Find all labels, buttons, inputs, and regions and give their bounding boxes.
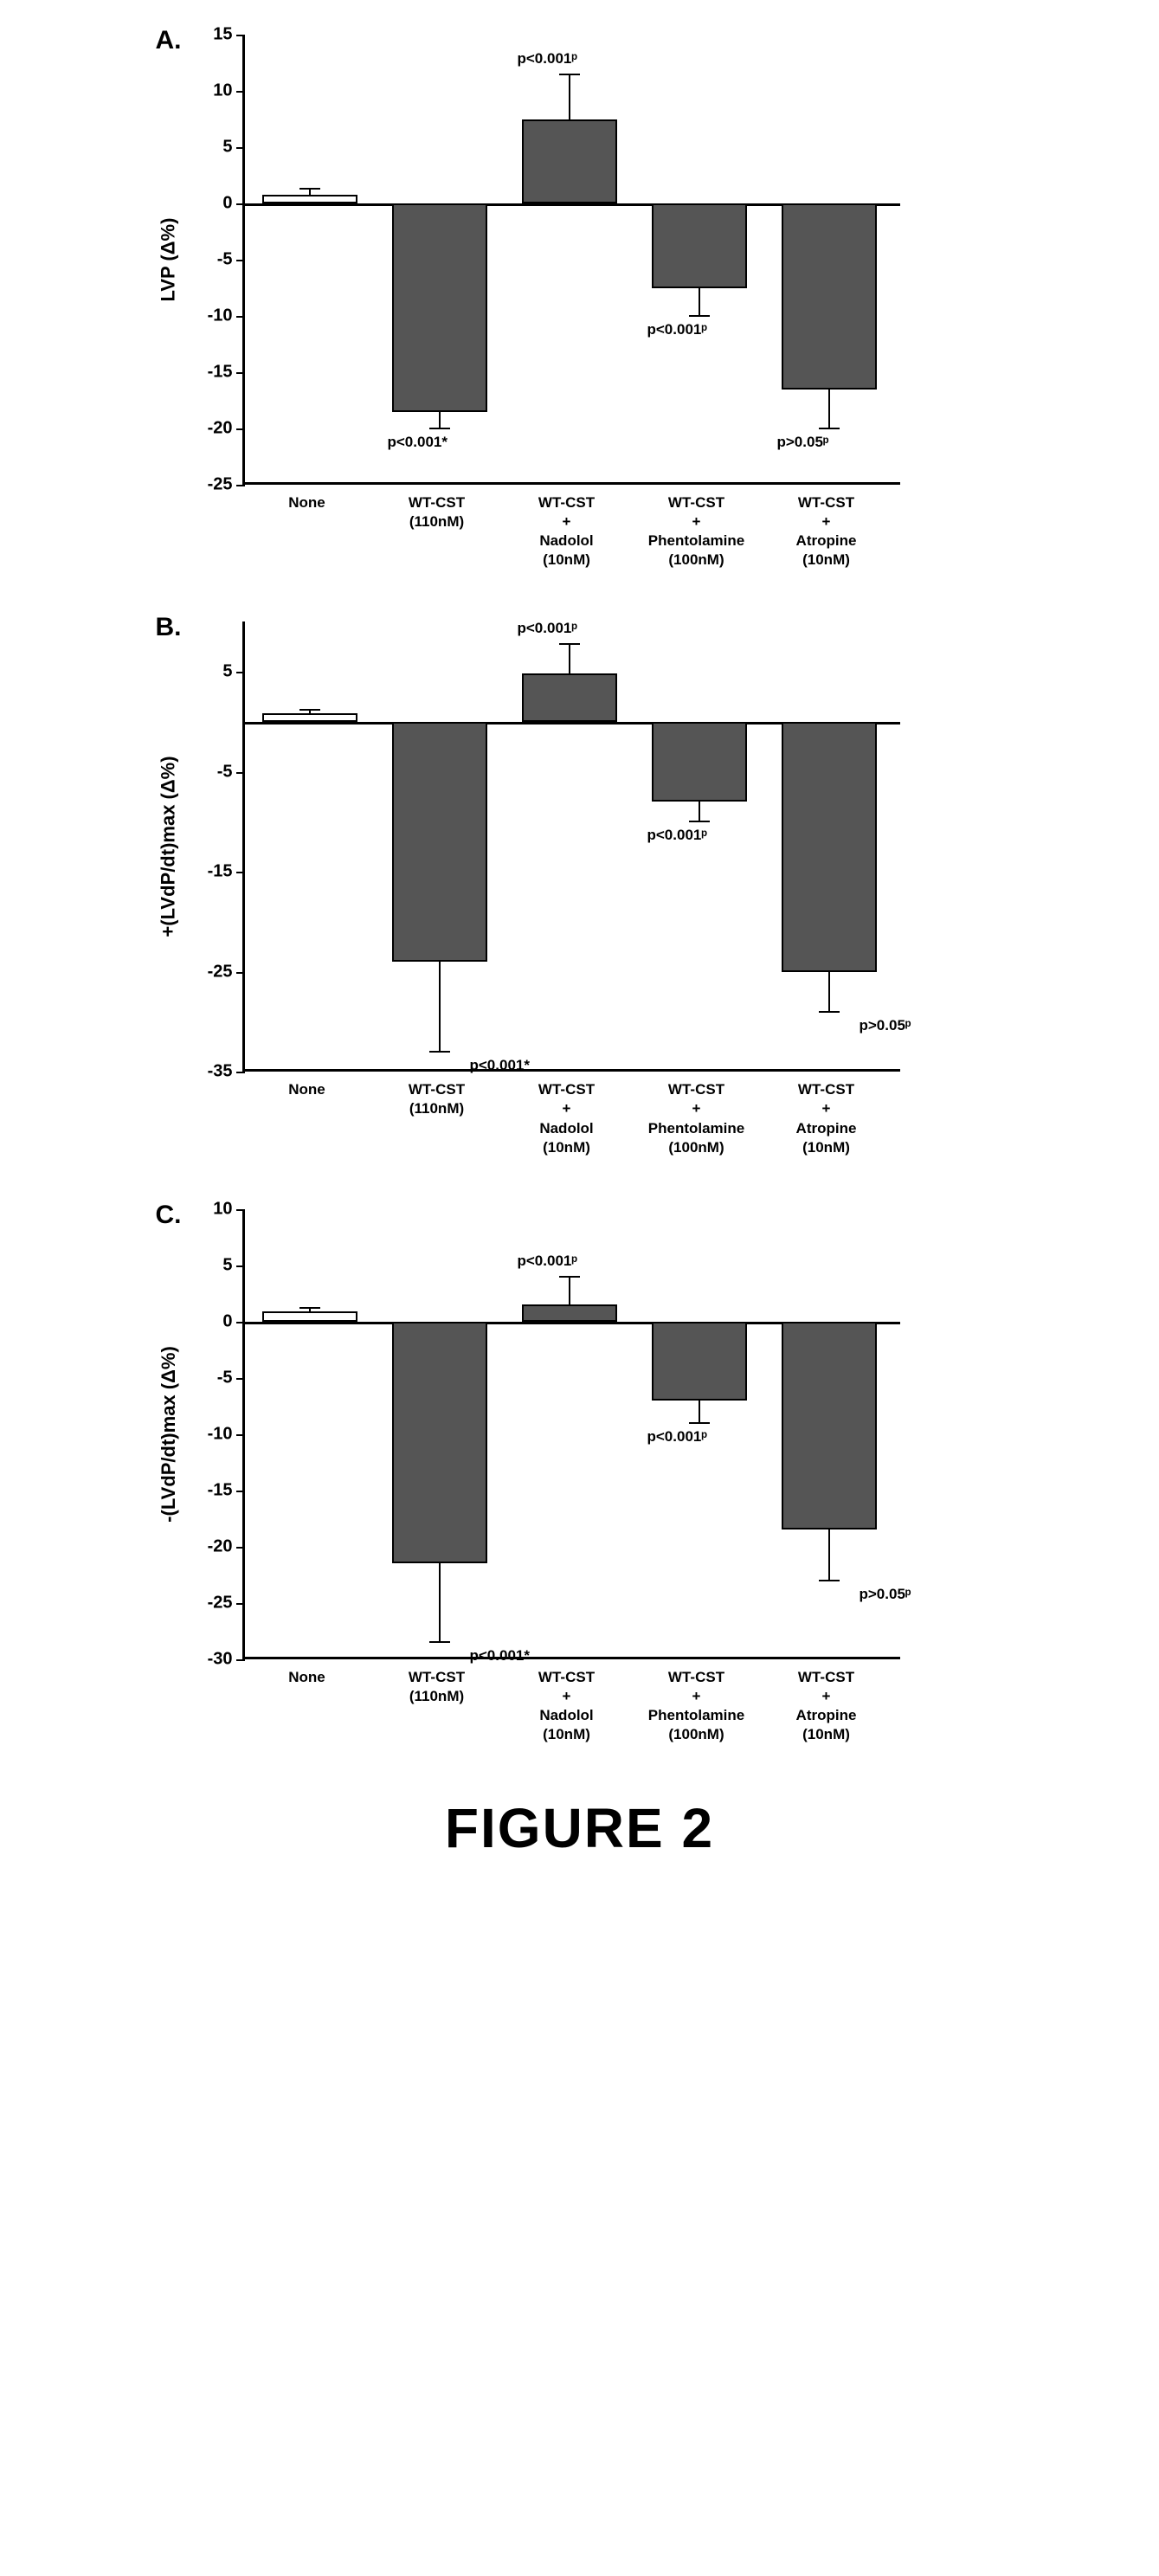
bar	[392, 203, 487, 412]
bar	[652, 1322, 747, 1401]
chart-area: -30-25-20-15-10-50510p<0.001*p<0.001ᵖp<0…	[242, 1209, 900, 1659]
x-category-label: WT-CST+Nadolol(10nM)	[502, 1668, 632, 1744]
panel-label: B.	[156, 613, 182, 642]
y-tick-label: 5	[222, 1255, 232, 1275]
y-tick-label: 5	[222, 138, 232, 158]
x-category-label: WT-CST(110nM)	[372, 493, 502, 570]
bar	[522, 1304, 617, 1322]
x-category-label: WT-CST+Atropine(10nM)	[762, 493, 892, 570]
bar	[652, 722, 747, 802]
y-tick-label: 5	[222, 662, 232, 682]
x-category-label: WT-CST+Phentolamine(100nM)	[632, 493, 762, 570]
y-tick-label: -5	[217, 1368, 233, 1388]
y-tick-label: 10	[213, 1199, 232, 1219]
p-value-label: p<0.001ᵖ	[647, 827, 708, 844]
y-tick-label: -15	[208, 363, 233, 383]
p-value-label: p<0.001*	[470, 1057, 530, 1074]
x-category-label: WT-CST+Nadolol(10nM)	[502, 1080, 632, 1156]
y-axis-label: LVP (Δ%)	[158, 218, 180, 302]
y-tick-label: -20	[208, 1536, 233, 1556]
x-category-label: WT-CST+Atropine(10nM)	[762, 1668, 892, 1744]
p-value-label: p<0.001ᵖ	[518, 50, 578, 68]
y-tick-label: 15	[213, 25, 232, 45]
panel-B: B.+(LVdP/dt)max (Δ%)-35-25-15-55p<0.001*…	[147, 621, 1013, 1156]
p-value-label: p<0.001*	[388, 434, 448, 451]
bar	[782, 203, 877, 390]
y-tick-label: -5	[217, 762, 233, 782]
p-value-label: p>0.05ᵖ	[860, 1017, 911, 1034]
y-tick-label: -10	[208, 1424, 233, 1444]
x-category-label: WT-CST+Phentolamine(100nM)	[632, 1080, 762, 1156]
x-category-label: WT-CST+Nadolol(10nM)	[502, 493, 632, 570]
bar	[652, 203, 747, 288]
y-tick-label: -30	[208, 1649, 233, 1669]
p-value-label: p>0.05ᵖ	[860, 1586, 911, 1603]
bar	[522, 119, 617, 204]
p-value-label: p<0.001ᵖ	[518, 620, 578, 637]
bar	[782, 722, 877, 972]
y-tick-label: -20	[208, 419, 233, 439]
y-tick-label: -35	[208, 1062, 233, 1082]
p-value-label: p>0.05ᵖ	[777, 434, 829, 451]
y-tick-label: -25	[208, 962, 233, 982]
bar	[262, 195, 357, 203]
y-tick-label: -25	[208, 475, 233, 495]
x-category-label: WT-CST(110nM)	[372, 1080, 502, 1156]
chart-area: -25-20-15-10-5051015p<0.001*p<0.001ᵖp<0.…	[242, 35, 900, 485]
p-value-label: p<0.001ᵖ	[647, 1428, 708, 1446]
x-category-label: None	[242, 493, 372, 570]
y-tick-label: -25	[208, 1593, 233, 1613]
panels-root: A.LVP (Δ%)-25-20-15-10-5051015p<0.001*p<…	[147, 35, 1013, 1744]
bar	[392, 722, 487, 962]
x-category-label: None	[242, 1080, 372, 1156]
p-value-label: p<0.001ᵖ	[647, 321, 708, 338]
y-tick-label: 0	[222, 1311, 232, 1331]
x-category-label: WT-CST+Atropine(10nM)	[762, 1080, 892, 1156]
y-axis-label: -(LVdP/dt)max (Δ%)	[158, 1346, 180, 1523]
bar	[522, 673, 617, 721]
figure-container: A.LVP (Δ%)-25-20-15-10-5051015p<0.001*p<…	[147, 35, 1013, 1860]
p-value-label: p<0.001*	[470, 1647, 530, 1665]
p-value-label: p<0.001ᵖ	[518, 1253, 578, 1270]
y-tick-label: 10	[213, 81, 232, 101]
y-tick-label: -10	[208, 306, 233, 326]
panel-label: C.	[156, 1201, 182, 1230]
chart-area: -35-25-15-55p<0.001*p<0.001ᵖp<0.001ᵖp>0.…	[242, 621, 900, 1072]
bar	[782, 1322, 877, 1530]
x-category-label: None	[242, 1668, 372, 1744]
panel-A: A.LVP (Δ%)-25-20-15-10-5051015p<0.001*p<…	[147, 35, 1013, 570]
y-tick-label: -5	[217, 250, 233, 270]
bar	[262, 713, 357, 722]
bar	[392, 1322, 487, 1564]
y-tick-label: 0	[222, 194, 232, 214]
y-tick-label: -15	[208, 1480, 233, 1500]
bar	[262, 1311, 357, 1322]
panel-label: A.	[156, 26, 182, 55]
y-tick-label: -15	[208, 862, 233, 882]
figure-title: FIGURE 2	[147, 1796, 1013, 1860]
panel-C: C.-(LVdP/dt)max (Δ%)-30-25-20-15-10-5051…	[147, 1209, 1013, 1744]
x-category-label: WT-CST(110nM)	[372, 1668, 502, 1744]
x-category-label: WT-CST+Phentolamine(100nM)	[632, 1668, 762, 1744]
y-axis-label: +(LVdP/dt)max (Δ%)	[158, 757, 180, 937]
